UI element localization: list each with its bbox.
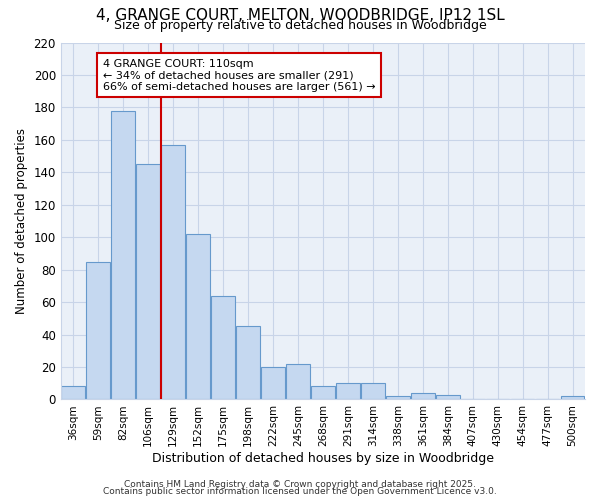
- Bar: [560, 396, 584, 400]
- Bar: [86, 262, 110, 400]
- Bar: [286, 364, 310, 400]
- Bar: [436, 394, 460, 400]
- Bar: [386, 396, 410, 400]
- Bar: [186, 234, 210, 400]
- Bar: [361, 383, 385, 400]
- Bar: [236, 326, 260, 400]
- Bar: [61, 386, 85, 400]
- Bar: [211, 296, 235, 400]
- Bar: [112, 110, 135, 400]
- Text: 4 GRANGE COURT: 110sqm
← 34% of detached houses are smaller (291)
66% of semi-de: 4 GRANGE COURT: 110sqm ← 34% of detached…: [103, 58, 376, 92]
- Bar: [161, 144, 185, 400]
- Text: Contains HM Land Registry data © Crown copyright and database right 2025.: Contains HM Land Registry data © Crown c…: [124, 480, 476, 489]
- Bar: [336, 383, 360, 400]
- Bar: [411, 393, 434, 400]
- Text: Contains public sector information licensed under the Open Government Licence v3: Contains public sector information licen…: [103, 488, 497, 496]
- Bar: [261, 367, 285, 400]
- Bar: [311, 386, 335, 400]
- Bar: [136, 164, 160, 400]
- Text: 4, GRANGE COURT, MELTON, WOODBRIDGE, IP12 1SL: 4, GRANGE COURT, MELTON, WOODBRIDGE, IP1…: [95, 8, 505, 22]
- Y-axis label: Number of detached properties: Number of detached properties: [15, 128, 28, 314]
- Text: Size of property relative to detached houses in Woodbridge: Size of property relative to detached ho…: [113, 18, 487, 32]
- X-axis label: Distribution of detached houses by size in Woodbridge: Distribution of detached houses by size …: [152, 452, 494, 465]
